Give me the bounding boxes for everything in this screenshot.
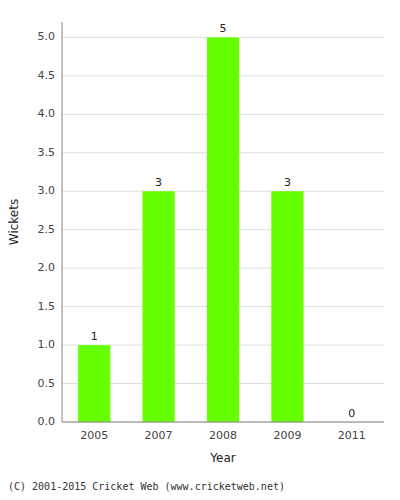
y-axis-line (62, 22, 63, 422)
chart-svg: 0.0 0.5 1.0 1.5 2.0 2.5 3.0 3.5 4.0 4.5 5.0 1 3 5 3 0 20… (0, 0, 400, 500)
footer: (C) 2001-2015 Cricket Web (www.cricketwe… (8, 481, 285, 492)
y-axis-label: Wickets (7, 199, 21, 245)
y-tick-label: 1.0 (38, 338, 56, 351)
x-axis: 2005 2007 2008 2009 2011 (62, 422, 384, 442)
data-label: 0 (348, 407, 355, 420)
y-tick-label: 5.0 (38, 30, 56, 43)
y-tick-label: 0.0 (38, 415, 56, 428)
data-labels: 1 3 5 3 0 (91, 22, 356, 420)
y-axis: 0.0 0.5 1.0 1.5 2.0 2.5 3.0 3.5 4.0 4.5 5.0 (38, 22, 63, 428)
y-tick-label: 3.5 (38, 146, 56, 159)
y-tick-label: 3.0 (38, 184, 56, 197)
x-tick-label: 2008 (209, 429, 237, 442)
grid (62, 37, 384, 422)
x-tick-label: 2011 (338, 429, 366, 442)
chart-container: 0.0 0.5 1.0 1.5 2.0 2.5 3.0 3.5 4.0 4.5 5.0 1 3 5 3 0 20… (0, 0, 400, 500)
x-axis-line (62, 422, 384, 423)
y-tick-label: 2.5 (38, 223, 56, 236)
y-tick-label: 2.0 (38, 261, 56, 274)
y-tick-label: 4.0 (38, 107, 56, 120)
data-label: 3 (284, 176, 291, 189)
y-tick-label: 1.5 (38, 300, 56, 313)
bar (143, 191, 175, 422)
grid-line (62, 422, 384, 423)
bar (207, 37, 239, 422)
x-tick-label: 2005 (80, 429, 108, 442)
bar (271, 191, 303, 422)
bar (78, 345, 110, 422)
y-tick-label: 0.5 (38, 377, 56, 390)
y-tick-label: 4.5 (38, 69, 56, 82)
data-label: 1 (91, 330, 98, 343)
bars (78, 37, 303, 422)
data-label: 5 (220, 22, 227, 35)
x-axis-label: Year (209, 451, 235, 465)
x-tick-label: 2009 (273, 429, 301, 442)
data-label: 3 (155, 176, 162, 189)
x-tick-label: 2007 (145, 429, 173, 442)
